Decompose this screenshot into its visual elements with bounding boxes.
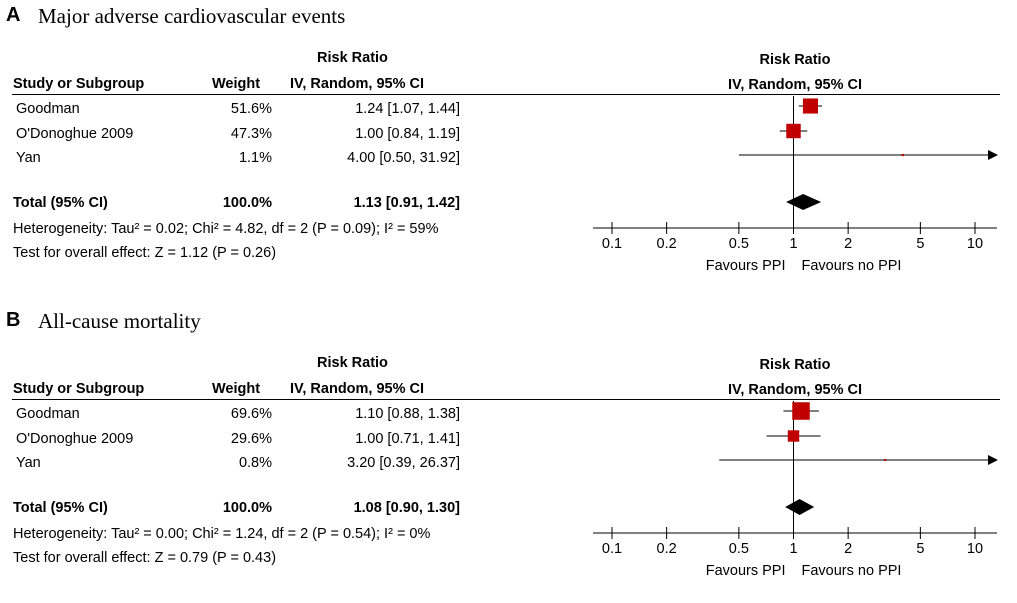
study-marker: [802, 98, 818, 114]
ci-column-header: IV, Random, 95% CI: [290, 76, 425, 92]
weight-column-header: Weight: [212, 76, 261, 92]
panel-mortality: B All-cause mortality Risk Ratio Study o…: [0, 305, 1017, 603]
favours-right-label: Favours no PPI: [802, 563, 902, 579]
ci-arrow-icon: [988, 455, 998, 465]
study-weight: 69.6%: [230, 406, 272, 422]
study-ci: 1.00 [0.84, 1.19]: [355, 126, 460, 142]
plot-header-label: Risk Ratio: [760, 357, 831, 373]
favours-right-label: Favours no PPI: [802, 258, 902, 274]
study-marker: [787, 430, 800, 442]
heterogeneity-text: Heterogeneity: Tau² = 0.00; Chi² = 1.24,…: [13, 526, 431, 542]
favours-left-label: Favours PPI: [706, 258, 786, 274]
study-ci: 4.00 [0.50, 31.92]: [347, 150, 460, 166]
forest-plot: Risk Ratio IV, Random, 95% CI 0.1 0.2 0.5 1 2 5…: [575, 357, 1000, 579]
heterogeneity-text: Heterogeneity: Tau² = 0.02; Chi² = 4.82,…: [13, 221, 439, 237]
x-tick-label: 0.2: [657, 541, 677, 557]
ci-column-header: IV, Random, 95% CI: [290, 381, 425, 397]
study-weight: 1.1%: [238, 150, 272, 166]
total-weight: 100.0%: [222, 195, 272, 211]
plot-ci-header-label: IV, Random, 95% CI: [728, 77, 862, 93]
x-tick-label: 10: [967, 236, 983, 252]
x-tick-label: 2: [844, 236, 852, 252]
x-tick-label: 2: [844, 541, 852, 557]
study-marker: [786, 123, 801, 139]
x-tick-label: 0.5: [729, 541, 749, 557]
x-tick-label: 0.1: [602, 541, 622, 557]
study-name: O'Donoghue 2009: [16, 126, 134, 142]
overall-effect-text: Test for overall effect: Z = 0.79 (P = 0…: [13, 550, 277, 566]
study-ci: 1.24 [1.07, 1.44]: [355, 101, 460, 117]
x-tick-label: 1: [789, 236, 797, 252]
risk-ratio-group-header: Risk Ratio: [317, 355, 388, 371]
study-marker: [792, 402, 810, 420]
study-marker: [901, 153, 904, 157]
total-label: Total (95% CI): [13, 195, 108, 211]
panel-title: All-cause mortality: [38, 309, 201, 333]
plot-header-label: Risk Ratio: [760, 52, 831, 68]
pooled-diamond: [786, 194, 822, 210]
plot-ci-header-label: IV, Random, 95% CI: [728, 382, 862, 398]
overall-effect-text: Test for overall effect: Z = 1.12 (P = 0…: [13, 245, 277, 261]
study-column-header: Study or Subgroup: [13, 381, 145, 397]
pooled-diamond: [785, 499, 815, 515]
favours-left-label: Favours PPI: [706, 563, 786, 579]
panel-letter: A: [6, 4, 21, 26]
study-name: Goodman: [16, 101, 80, 117]
total-weight: 100.0%: [222, 500, 272, 516]
x-tick-label: 5: [916, 236, 924, 252]
study-name: O'Donoghue 2009: [16, 431, 134, 447]
total-ci: 1.08 [0.90, 1.30]: [353, 500, 460, 516]
risk-ratio-group-header: Risk Ratio: [317, 50, 388, 66]
panel-letter: B: [6, 309, 21, 331]
study-name: Yan: [16, 150, 41, 166]
panel-title: Major adverse cardiovascular events: [38, 4, 346, 28]
study-weight: 51.6%: [230, 101, 272, 117]
study-ci: 1.10 [0.88, 1.38]: [355, 406, 460, 422]
weight-column-header: Weight: [212, 381, 261, 397]
x-tick-label: 5: [916, 541, 924, 557]
panel-mace: A Major adverse cardiovascular events Ri…: [0, 0, 1017, 298]
x-tick-label: 0.1: [602, 236, 622, 252]
study-ci: 3.20 [0.39, 26.37]: [347, 455, 460, 471]
x-tick-label: 0.5: [729, 236, 749, 252]
header-divider: [12, 94, 575, 95]
study-name: Yan: [16, 455, 41, 471]
x-tick-label: 0.2: [657, 236, 677, 252]
forest-plot: Risk Ratio IV, Random, 95% CI 0.1 0.2 0.5 1 2 5…: [575, 52, 1000, 274]
total-ci: 1.13 [0.91, 1.42]: [353, 195, 460, 211]
study-ci: 1.00 [0.71, 1.41]: [355, 431, 460, 447]
x-tick-label: 1: [789, 541, 797, 557]
study-weight: 0.8%: [238, 455, 272, 471]
study-marker: [884, 459, 887, 461]
ci-arrow-icon: [988, 150, 998, 160]
x-tick-label: 10: [967, 541, 983, 557]
study-name: Goodman: [16, 406, 80, 422]
study-column-header: Study or Subgroup: [13, 76, 145, 92]
total-label: Total (95% CI): [13, 500, 108, 516]
study-weight: 29.6%: [230, 431, 272, 447]
study-weight: 47.3%: [230, 126, 272, 142]
header-divider: [12, 399, 575, 400]
